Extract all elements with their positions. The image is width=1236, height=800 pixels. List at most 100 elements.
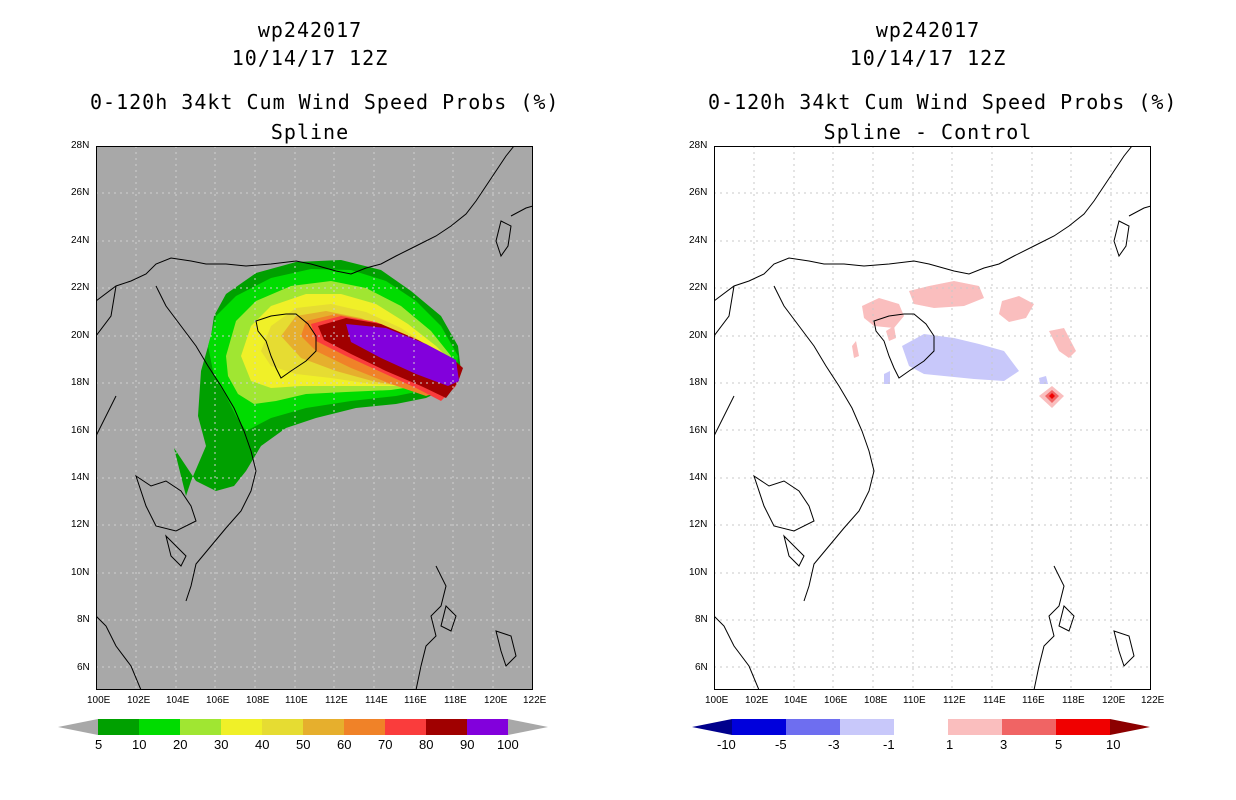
right-lon-label: 102E	[745, 695, 769, 706]
diff-positive-patch	[852, 341, 859, 358]
right-lat-label: 12N	[689, 519, 708, 530]
prob-colorbar-swatch	[426, 719, 467, 735]
prob-colorbar-swatch	[98, 719, 139, 735]
diff-colorbar-swatch	[732, 719, 786, 735]
left-map	[96, 146, 533, 690]
diff-legend-label: -1	[883, 737, 895, 752]
right-lat-label: 18N	[689, 377, 708, 388]
right-lon-label: 114E	[983, 695, 1006, 706]
right-lat-label: 8N	[695, 614, 708, 625]
probability-colorbar	[58, 719, 548, 735]
diff-legend-label: 10	[1106, 737, 1121, 752]
right-lat-label: 28N	[689, 140, 708, 151]
prob-legend-label: 20	[173, 737, 188, 752]
right-lat-label: 10N	[689, 567, 708, 578]
left-lon-label: 100E	[87, 695, 111, 706]
right-lon-label: 112E	[943, 695, 966, 706]
right-lat-label: 20N	[689, 330, 708, 341]
left-lat-label: 12N	[71, 519, 90, 530]
right-method-title: Spline - Control	[823, 120, 1033, 144]
left-lat-label: 24N	[71, 235, 90, 246]
right-lon-label: 116E	[1022, 695, 1045, 706]
prob-colorbar-swatch	[344, 719, 385, 735]
diff-colorbar-swatch	[786, 719, 840, 735]
left-lat-label: 10N	[71, 567, 90, 578]
diff-legend-label: 3	[1000, 737, 1008, 752]
right-storm-id: wp242017	[875, 18, 981, 42]
right-lat-label: 6N	[695, 662, 708, 673]
prob-legend-label: 5	[95, 737, 103, 752]
left-coastlines	[96, 146, 533, 690]
left-lat-label: 26N	[71, 187, 90, 198]
left-map-svg	[96, 146, 533, 690]
left-lon-label: 102E	[127, 695, 151, 706]
diff-colorbar-right-end	[1110, 719, 1150, 735]
diff-colorbar-swatch	[1056, 719, 1110, 735]
right-lon-label: 104E	[784, 695, 808, 706]
right-map-svg	[714, 146, 1151, 690]
right-lon-label: 108E	[864, 695, 888, 706]
left-gridlines	[96, 146, 533, 690]
prob-colorbar-left-end	[58, 719, 98, 735]
right-coastlines	[714, 146, 1151, 690]
left-lon-label: 118E	[444, 695, 467, 706]
left-lat-label: 14N	[71, 472, 90, 483]
left-lon-label: 120E	[484, 695, 508, 706]
prob-colorbar-swatch	[467, 719, 508, 735]
diff-colorbar-left-end	[692, 719, 732, 735]
diff-negative-patch	[1039, 376, 1048, 384]
prob-colorbar-swatch	[385, 719, 426, 735]
right-map-background	[714, 146, 1151, 690]
right-lat-label: 24N	[689, 235, 708, 246]
prob-legend-label: 80	[419, 737, 434, 752]
left-lat-label: 18N	[71, 377, 90, 388]
right-lon-label: 122E	[1141, 695, 1165, 706]
left-lat-label: 8N	[77, 614, 90, 625]
left-lon-label: 122E	[523, 695, 547, 706]
right-lat-label: 22N	[689, 282, 708, 293]
prob-legend-label: 30	[214, 737, 229, 752]
diff-legend-label: -3	[828, 737, 840, 752]
left-lon-label: 116E	[404, 695, 427, 706]
left-storm-id: wp242017	[257, 18, 363, 42]
diff-colorbar-swatch	[1002, 719, 1056, 735]
right-lon-label: 120E	[1102, 695, 1126, 706]
left-lon-label: 108E	[246, 695, 270, 706]
prob-colorbar-right-end	[508, 719, 548, 735]
left-lat-label: 28N	[71, 140, 90, 151]
left-lon-label: 106E	[206, 695, 230, 706]
right-gridlines	[714, 146, 1151, 690]
left-lon-label: 112E	[325, 695, 348, 706]
difference-colorbar	[692, 719, 1150, 735]
right-lon-label: 106E	[824, 695, 848, 706]
diff-positive-patch	[886, 326, 896, 341]
left-lon-label: 110E	[285, 695, 308, 706]
left-lat-label: 22N	[71, 282, 90, 293]
left-lat-label: 16N	[71, 425, 90, 436]
right-date: 10/14/17 12Z	[849, 46, 1007, 70]
diff-positive-patch	[909, 281, 984, 308]
diff-negative-patch	[902, 334, 1019, 381]
prob-legend-label: 100	[497, 737, 519, 752]
diff-positive-patch	[999, 296, 1034, 322]
diff-legend-label: 5	[1055, 737, 1063, 752]
prob-legend-label: 90	[460, 737, 475, 752]
left-lat-label: 6N	[77, 662, 90, 673]
diff-colorbar-swatch	[840, 719, 894, 735]
prob-legend-label: 70	[378, 737, 393, 752]
diff-legend-label: 1	[946, 737, 954, 752]
prob-colorbar-swatch	[303, 719, 344, 735]
right-lat-label: 26N	[689, 187, 708, 198]
diff-legend-label: -10	[717, 737, 736, 752]
diff-legend-label: -5	[775, 737, 787, 752]
right-lon-label: 118E	[1062, 695, 1085, 706]
prob-colorbar-swatch	[262, 719, 303, 735]
diff-positive-patch	[1049, 328, 1076, 358]
prob-legend-label: 40	[255, 737, 270, 752]
left-lon-label: 104E	[166, 695, 190, 706]
prob-colorbar-swatch	[180, 719, 221, 735]
prob-legend-label: 50	[296, 737, 311, 752]
diff-positive-patch-peak	[1049, 393, 1055, 399]
left-product-title: 0-120h 34kt Cum Wind Speed Probs (%)	[90, 90, 560, 114]
left-date: 10/14/17 12Z	[231, 46, 389, 70]
